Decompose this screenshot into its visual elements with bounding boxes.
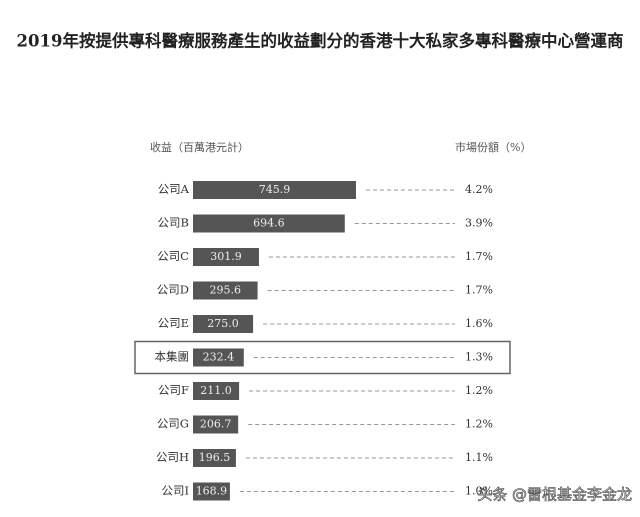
bar (193, 315, 254, 333)
bar (193, 181, 356, 199)
category-label: 本集團 (155, 350, 190, 364)
value-axis-label: 收益（百萬港元計） (150, 140, 249, 154)
bar (193, 281, 258, 300)
category-label: 公司I (161, 484, 189, 498)
share-label: 1.2% (465, 418, 493, 431)
bar (193, 382, 240, 400)
value-label: 745.9 (259, 183, 291, 196)
value-label: 232.4 (203, 351, 235, 364)
bar (193, 415, 239, 434)
share-label: 1.6% (465, 317, 493, 330)
bar (193, 248, 259, 266)
category-label: 公司A (158, 182, 190, 196)
chart-title: 2019年按提供專科醫療服務產生的收益劃分的香港十大私家多專科醫療中心營運商 (17, 31, 624, 51)
value-label: 301.9 (210, 250, 242, 263)
share-axis-label: 市場份額（%） (455, 140, 531, 154)
share-label: 1.7% (465, 284, 493, 297)
category-label: 公司H (156, 450, 189, 464)
bar (193, 449, 236, 467)
value-label: 694.6 (253, 217, 285, 230)
share-label: 1.7% (465, 250, 493, 263)
bar (193, 214, 345, 233)
share-label: 1.0% (465, 485, 493, 498)
category-label: 公司D (157, 283, 189, 297)
watermark: 头条 @雷根基金李金龙 (477, 486, 632, 504)
value-label: 206.7 (200, 418, 232, 431)
value-label: 275.0 (207, 317, 239, 330)
share-label: 1.2% (465, 384, 493, 397)
bar (193, 482, 230, 501)
share-label: 1.1% (465, 451, 493, 464)
category-label: 公司G (157, 417, 189, 431)
category-label: 公司F (158, 383, 189, 397)
value-label: 211.0 (200, 384, 232, 397)
value-label: 168.9 (196, 485, 228, 498)
value-label: 295.6 (210, 284, 242, 297)
highlight-box (134, 340, 511, 375)
category-label: 公司B (158, 216, 189, 230)
share-label: 3.9% (465, 217, 493, 230)
category-label: 公司E (158, 316, 189, 330)
value-label: 196.5 (199, 451, 231, 464)
share-label: 4.2% (465, 183, 493, 196)
share-label: 1.3% (465, 351, 493, 364)
category-label: 公司C (157, 249, 189, 263)
bar (193, 348, 244, 367)
